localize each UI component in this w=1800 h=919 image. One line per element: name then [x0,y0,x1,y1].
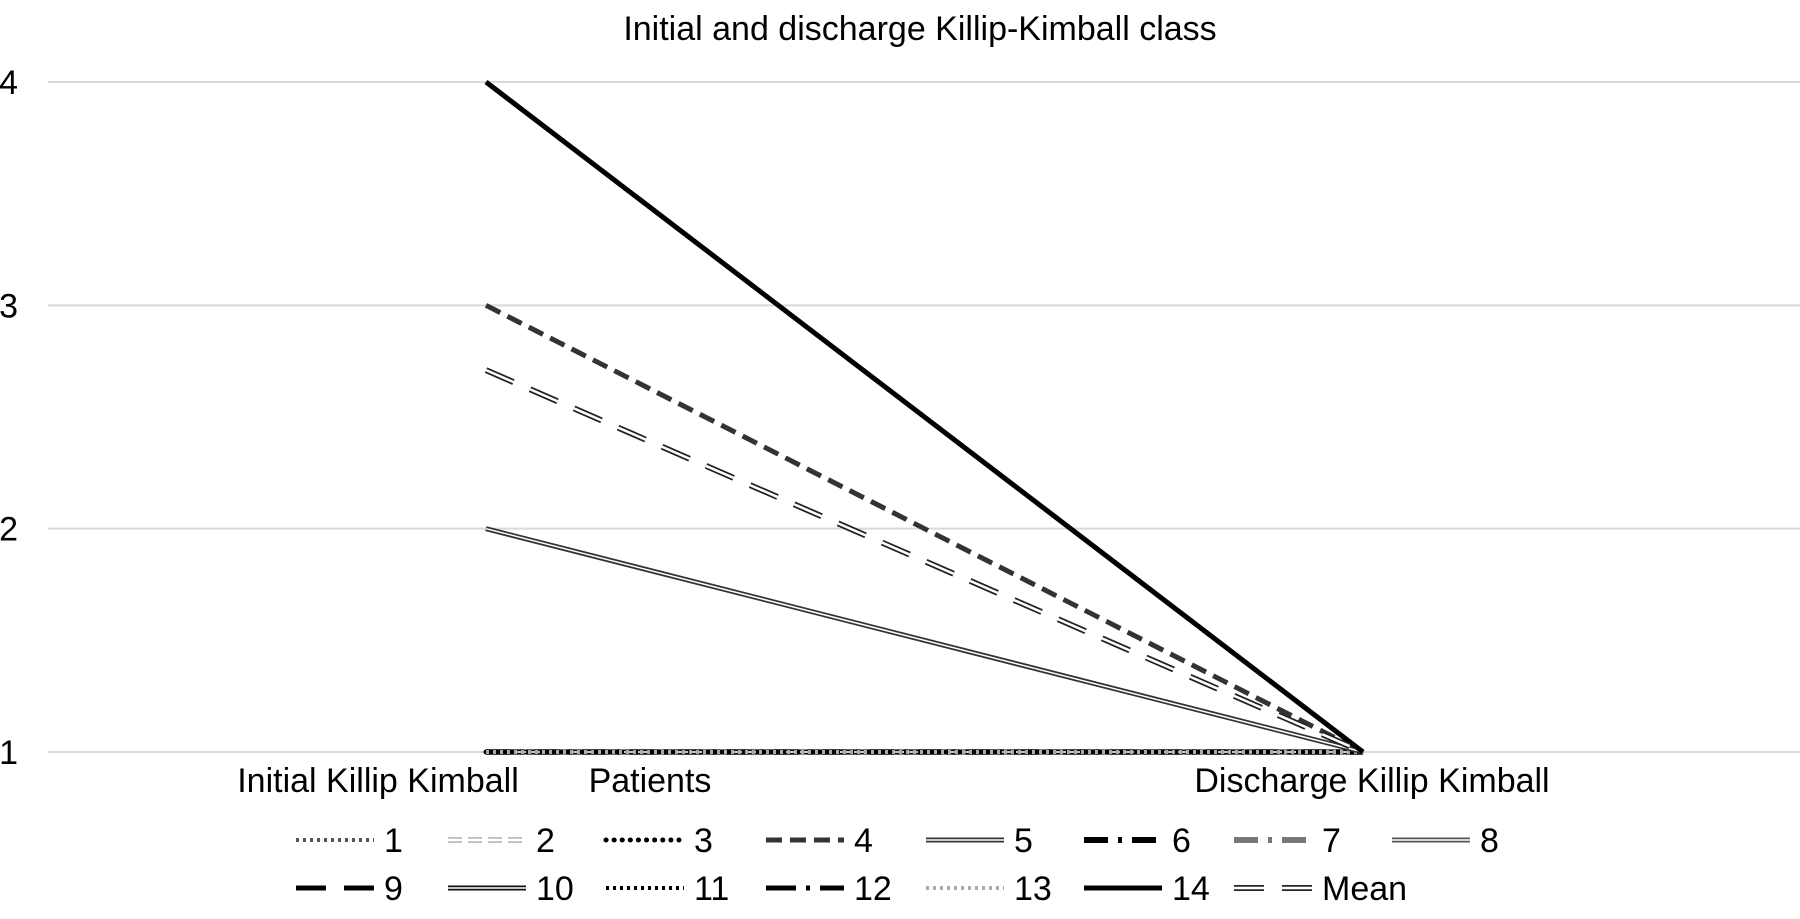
legend-label: 2 [536,822,555,860]
legend-item: 4 [766,822,873,860]
legend-item: 7 [1234,822,1341,860]
x-category-label: Patients [589,762,712,800]
legend-label: 4 [854,822,873,860]
legend-label: 3 [694,822,713,860]
y-tick-label: 4 [0,64,18,102]
legend-item: 9 [296,870,403,908]
y-axis-ticks: 1 2 3 4 [0,64,18,772]
legend-item: 11 [606,870,729,908]
x-category-label: Discharge Killip Kimball [1194,762,1549,800]
legend-item: 10 [448,870,574,908]
series-line-5 [485,526,1364,755]
legend-label: 6 [1172,822,1191,860]
legend-label: 1 [384,822,403,860]
y-tick-label: 1 [0,734,18,772]
series-line-4 [484,303,1365,755]
y-tick-label: 2 [0,511,18,549]
legend-item: 13 [926,870,1052,908]
legend-label: 10 [536,870,574,908]
chart-title: Initial and discharge Killip-Kimball cla… [623,10,1216,48]
x-category-label: Initial Killip Kimball [237,762,519,800]
series-lines [483,80,1366,755]
legend-item: Mean [1234,870,1407,908]
legend: 1 2 3 4 5 6 7 89 10 11 12 13 14 Mean [296,822,1499,908]
series-line-14 [484,80,1365,754]
legend-item: 2 [448,822,555,860]
legend-item: 6 [1084,822,1191,860]
legend-item: 12 [766,870,892,908]
legend-item: 1 [296,822,403,860]
legend-item: 8 [1392,822,1499,860]
legend-label: 7 [1322,822,1341,860]
legend-item: 3 [603,822,713,860]
legend-label: 12 [854,870,892,908]
legend-item: 14 [1084,870,1210,908]
legend-label: 9 [384,870,403,908]
x-axis-category-labels: Initial Killip Kimball Patients Discharge … [237,762,1549,800]
legend-label: 14 [1172,870,1210,908]
series-line-mean [484,367,1365,755]
legend-label: 8 [1480,822,1499,860]
legend-label: Mean [1322,870,1407,908]
legend-label: 11 [694,870,729,908]
legend-label: 13 [1014,870,1052,908]
legend-label: 5 [1014,822,1033,860]
y-tick-label: 3 [0,287,18,325]
legend-item: 5 [926,822,1033,860]
